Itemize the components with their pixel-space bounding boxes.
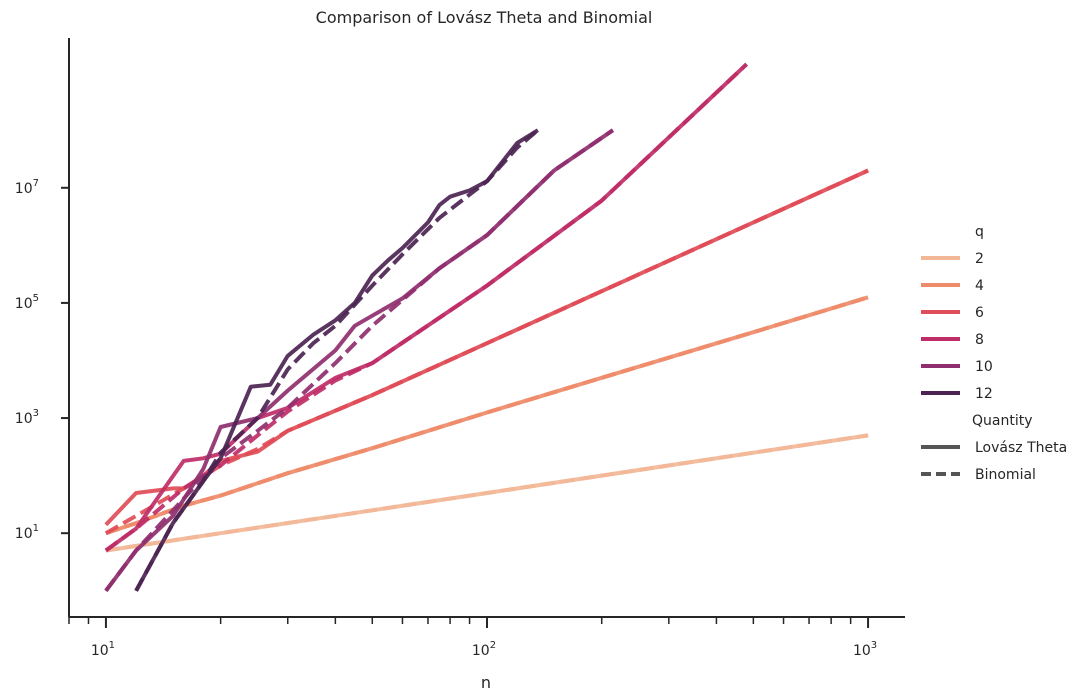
series-line-q6-binomial: [104, 168, 869, 535]
legend-entry-q4: 4: [975, 278, 984, 294]
y-tick-label: 103: [15, 408, 39, 427]
x-tick-label: 102: [472, 640, 496, 659]
series-line-q2-binomial: [105, 433, 869, 553]
legend-hue-title: q: [975, 224, 984, 240]
x-tick-label: 103: [853, 640, 877, 659]
legend-entry-q10: 10: [975, 359, 993, 375]
series-line-q6-lovasz: [104, 168, 869, 527]
y-tick-label: 107: [15, 178, 39, 197]
x-axis-label: n: [481, 673, 491, 690]
legend-entry-solid: Lovász Theta: [975, 440, 1067, 456]
chart-title: Comparison of Lovász Theta and Binomial: [316, 8, 653, 27]
series-line-q8-binomial: [104, 62, 748, 553]
series-line-q10-lovasz: [104, 128, 615, 592]
series-line-q10-binomial: [104, 128, 615, 592]
x-tick-label: 101: [91, 640, 115, 659]
y-tick-label: 101: [15, 523, 39, 542]
series-line-q4-lovasz: [105, 295, 869, 536]
series-lines: [104, 62, 869, 592]
legend-entry-q8: 8: [975, 332, 984, 348]
legend-entry-q6: 6: [975, 305, 984, 321]
legend-entry-dashed: Binomial: [975, 467, 1036, 483]
axes: 101 102 103 101 103 105 107: [15, 38, 905, 659]
legend-style-title: Quantity: [972, 413, 1033, 429]
legend-entry-q2: 2: [975, 251, 984, 267]
legend: q 2 4 6 8 10 12 Quantity Lovász Theta Binomial: [921, 224, 1067, 483]
series-line-q12-binomial: [134, 128, 540, 592]
y-tick-label: 105: [15, 293, 39, 312]
legend-entry-q12: 12: [975, 386, 993, 402]
